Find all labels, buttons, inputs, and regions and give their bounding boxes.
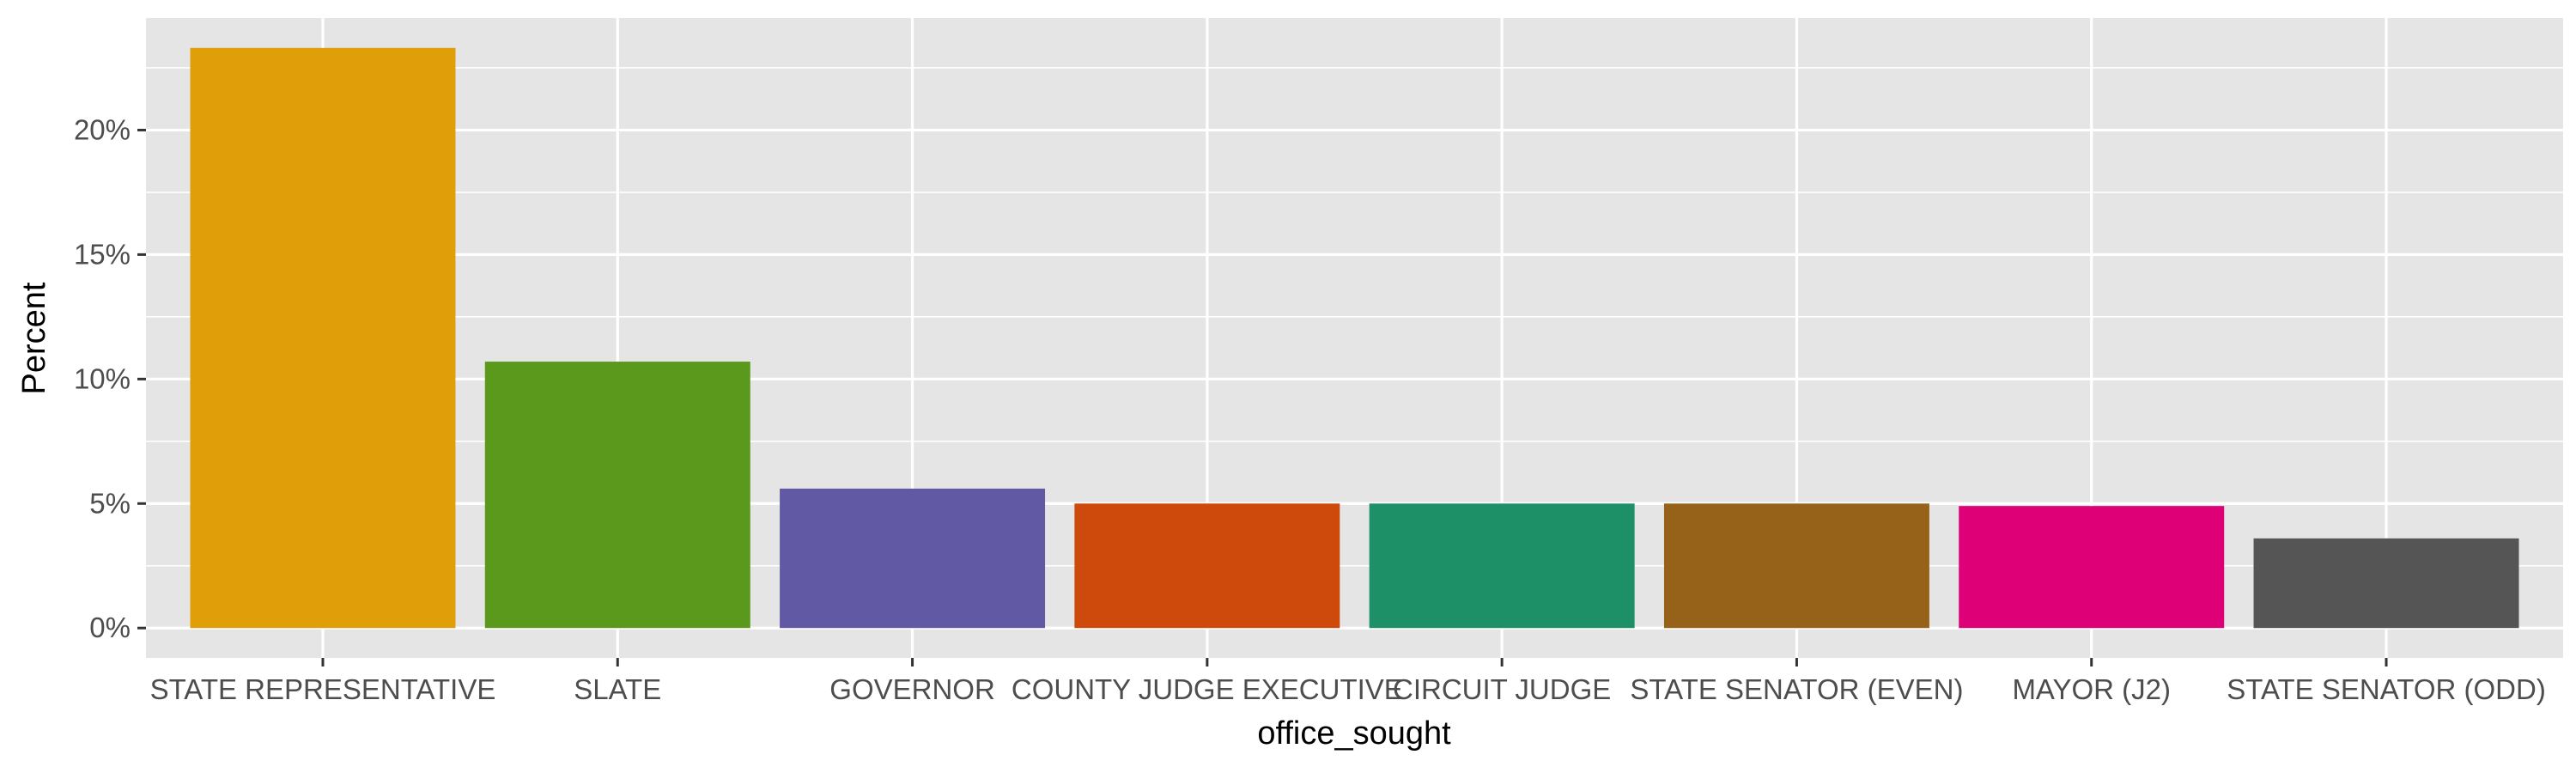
bar <box>1959 506 2225 629</box>
bar <box>1074 503 1340 629</box>
x-tick-label: STATE SENATOR (EVEN) <box>1630 673 1963 705</box>
x-tick-label: STATE SENATOR (ODD) <box>2227 673 2546 705</box>
x-tick-label: MAYOR (J2) <box>2012 673 2171 705</box>
bar <box>190 47 456 629</box>
bar <box>1369 503 1635 629</box>
x-axis-ticks: STATE REPRESENTATIVE SLATE GOVERNOR COUNTY … <box>150 658 2546 705</box>
bar <box>2253 538 2519 629</box>
x-tick-label: SLATE <box>574 673 661 705</box>
x-tick-label: STATE REPRESENTATIVE <box>150 673 496 705</box>
x-tick-label: COUNTY JUDGE EXECUTIVE <box>1012 673 1403 705</box>
bars <box>190 47 2519 629</box>
x-axis-title: office_sought <box>1257 715 1451 752</box>
x-tick-label: GOVERNOR <box>829 673 995 705</box>
y-tick-label: 5% <box>89 487 131 519</box>
y-tick-label: 0% <box>89 612 131 643</box>
bar <box>780 488 1046 629</box>
bar <box>1663 503 1929 629</box>
y-tick-label: 10% <box>74 362 131 394</box>
y-tick-label: 15% <box>74 238 131 270</box>
y-axis-title: Percent <box>16 282 52 394</box>
x-tick-label: CIRCUIT JUDGE <box>1393 673 1611 705</box>
bar <box>484 362 750 629</box>
y-tick-label: 20% <box>74 113 131 145</box>
y-axis-ticks: 0% 5% 10% 15% 20% <box>74 113 146 643</box>
